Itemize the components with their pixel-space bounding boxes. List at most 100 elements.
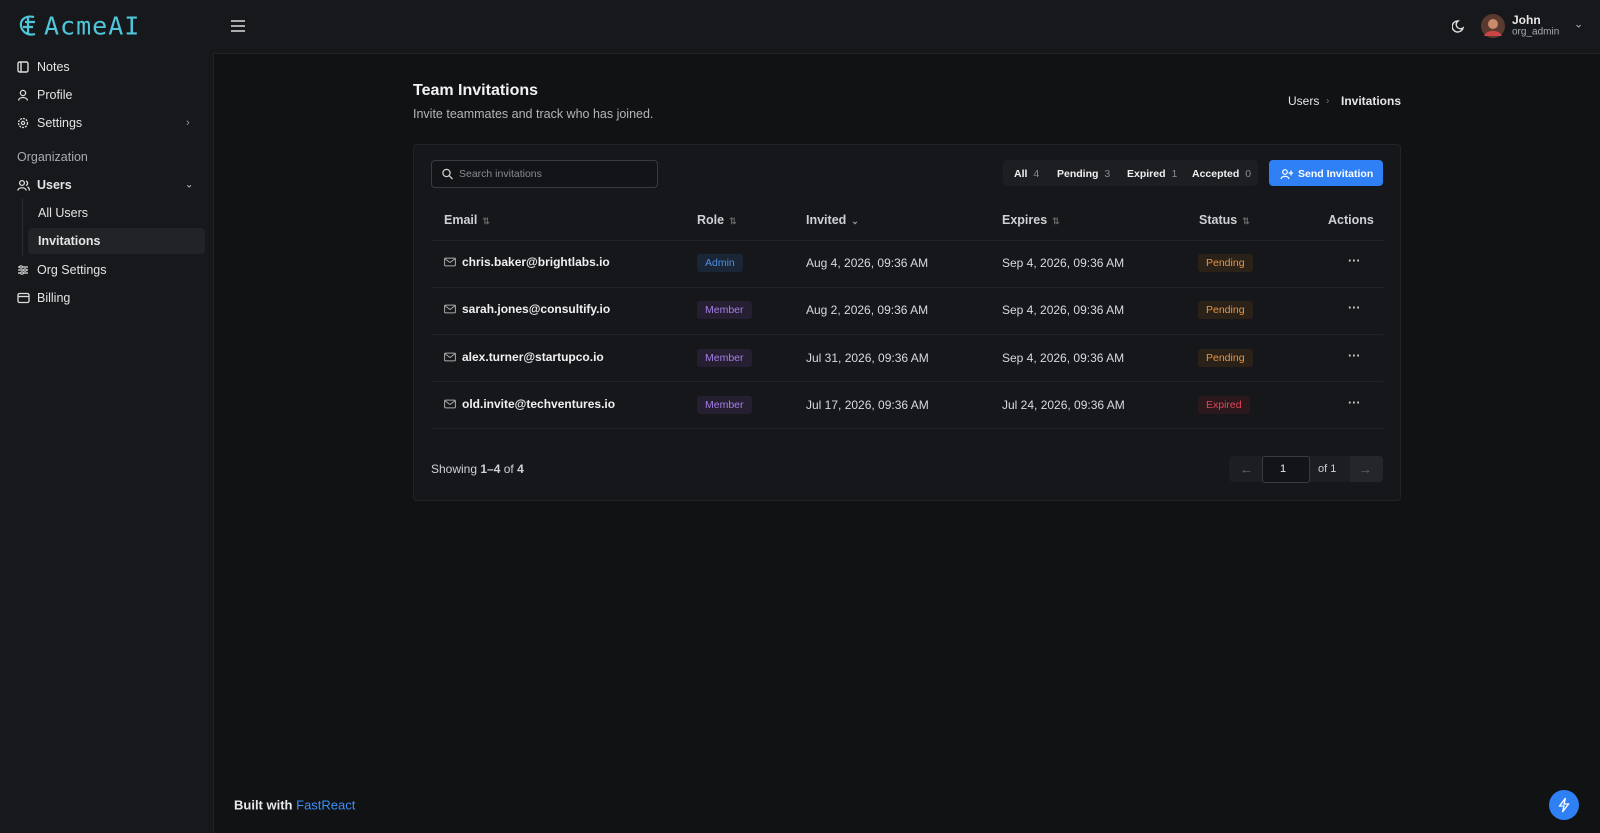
- filter-tab[interactable]: All 4: [1014, 168, 1039, 180]
- row-actions[interactable]: ···: [1348, 301, 1361, 315]
- column-header[interactable]: Expires ⇅: [1002, 213, 1060, 227]
- row-separator: [431, 381, 1383, 382]
- footer-text: Built with: [234, 797, 293, 813]
- invite-email: old.invite@techventures.io: [462, 397, 616, 411]
- page-number: 1: [1280, 463, 1287, 475]
- next-page-bg: [1350, 456, 1383, 482]
- next-page[interactable]: →: [1359, 461, 1372, 477]
- active-highlight: [28, 228, 205, 254]
- billing-icon: [17, 292, 30, 304]
- column-header[interactable]: Status ⇅: [1199, 213, 1250, 227]
- filter-group: [1003, 160, 1258, 186]
- search-icon: [442, 168, 453, 180]
- nav-subitem[interactable]: All Users: [38, 206, 89, 220]
- user-role: org_admin: [1512, 26, 1560, 38]
- users-icon: [17, 179, 30, 191]
- mail-icon: [444, 352, 456, 362]
- invite-email: alex.turner@startupco.io: [462, 350, 604, 364]
- theme-toggle[interactable]: [1452, 19, 1466, 33]
- column-header[interactable]: Invited ⌄: [806, 213, 859, 227]
- sort-icon: ⇅: [1242, 216, 1250, 226]
- filter-count: 1: [1171, 168, 1178, 180]
- breadcrumb-sep: ›: [1326, 95, 1330, 107]
- row-actions[interactable]: ···: [1348, 349, 1361, 363]
- nav-item[interactable]: Org Settings: [37, 263, 107, 277]
- sort-icon: ⌄: [851, 216, 859, 226]
- filter-label: All: [1014, 168, 1028, 180]
- summary-text: Showing: [431, 462, 478, 476]
- column-header: Actions: [1328, 213, 1374, 227]
- mail-icon: [444, 257, 456, 267]
- filter-label: Expired: [1127, 168, 1166, 180]
- footer: Built with FastReact: [234, 798, 355, 813]
- notes-icon: [17, 61, 29, 73]
- quick-action-button[interactable]: [1549, 790, 1579, 820]
- row-separator: [431, 287, 1383, 288]
- expires-date: Sep 4, 2026, 09:36 AM: [1002, 351, 1125, 365]
- showing-summary: Showing 1–4 of 4: [431, 462, 524, 476]
- page-count: of 1: [1318, 463, 1337, 475]
- column-header[interactable]: Role ⇅: [697, 213, 737, 227]
- role-badge: Member: [697, 301, 752, 319]
- filter-count: 4: [1033, 168, 1040, 180]
- nav-item[interactable]: Settings: [37, 116, 83, 130]
- settings-icon: [17, 117, 29, 129]
- page-input[interactable]: [1262, 456, 1310, 483]
- sidebar: AcmeAI Notes Profile Settings › Organiza…: [0, 0, 214, 833]
- nav-subitem[interactable]: Invitations: [38, 234, 101, 248]
- status-badge: Pending: [1198, 301, 1253, 319]
- row-actions[interactable]: ···: [1348, 254, 1361, 268]
- status-badge: Pending: [1198, 254, 1253, 272]
- column-header[interactable]: Email ⇅: [444, 213, 490, 227]
- filter-count: 0: [1245, 168, 1252, 180]
- nav-item[interactable]: Billing: [37, 291, 71, 305]
- breadcrumb[interactable]: Users: [1288, 94, 1320, 108]
- filter-count: 3: [1104, 168, 1111, 180]
- summary-text: of: [503, 462, 514, 476]
- add-user-icon: [1280, 169, 1293, 180]
- nav-item[interactable]: Profile: [37, 88, 73, 102]
- invited-date: Jul 17, 2026, 09:36 AM: [806, 398, 929, 412]
- mail-icon: [444, 399, 456, 409]
- row-separator: [431, 428, 1383, 429]
- nav-section: Organization: [17, 150, 88, 164]
- summary-range: 1–4: [480, 462, 501, 476]
- menu-toggle[interactable]: [231, 20, 245, 32]
- role-badge: Member: [697, 349, 752, 367]
- user-menu-chevron[interactable]: ⌄: [1574, 18, 1584, 31]
- expires-date: Sep 4, 2026, 09:36 AM: [1002, 256, 1125, 270]
- expires-date: Jul 24, 2026, 09:36 AM: [1002, 398, 1125, 412]
- invitations-card: [413, 144, 1401, 501]
- sort-icon: ⇅: [729, 216, 737, 226]
- search-input[interactable]: [431, 160, 658, 188]
- filter-tab[interactable]: Accepted 0: [1192, 168, 1251, 180]
- user-name[interactable]: John: [1512, 13, 1541, 27]
- brand[interactable]: AcmeAI: [44, 11, 141, 41]
- page-title: Team Invitations: [413, 82, 539, 99]
- send-invitation-button[interactable]: [1269, 160, 1383, 186]
- footer-link[interactable]: FastReact: [296, 797, 356, 813]
- nav-item[interactable]: Users: [37, 178, 72, 192]
- logo-icon: [16, 13, 42, 39]
- prev-page[interactable]: ←: [1240, 461, 1253, 477]
- row-actions[interactable]: ···: [1348, 396, 1361, 410]
- page-subtitle: Invite teammates and track who has joine…: [413, 107, 654, 121]
- avatar[interactable]: [1481, 14, 1505, 38]
- filter-label: Pending: [1057, 168, 1099, 180]
- filter-tab[interactable]: Expired 1: [1127, 168, 1177, 180]
- row-separator: [431, 334, 1383, 335]
- search-placeholder: Search invitations: [459, 168, 542, 180]
- breadcrumb[interactable]: Invitations: [1341, 94, 1402, 108]
- bolt-icon: [1558, 797, 1570, 813]
- chevron-right: ›: [186, 117, 190, 129]
- profile-icon: [17, 89, 29, 101]
- row-separator: [431, 240, 1383, 241]
- expires-date: Sep 4, 2026, 09:36 AM: [1002, 303, 1125, 317]
- invited-date: Aug 4, 2026, 09:36 AM: [806, 256, 929, 270]
- nav-item[interactable]: Notes: [37, 60, 70, 74]
- role-badge: Admin: [697, 254, 743, 272]
- filter-tab[interactable]: Pending 3: [1057, 168, 1110, 180]
- header-label: Email: [444, 213, 478, 227]
